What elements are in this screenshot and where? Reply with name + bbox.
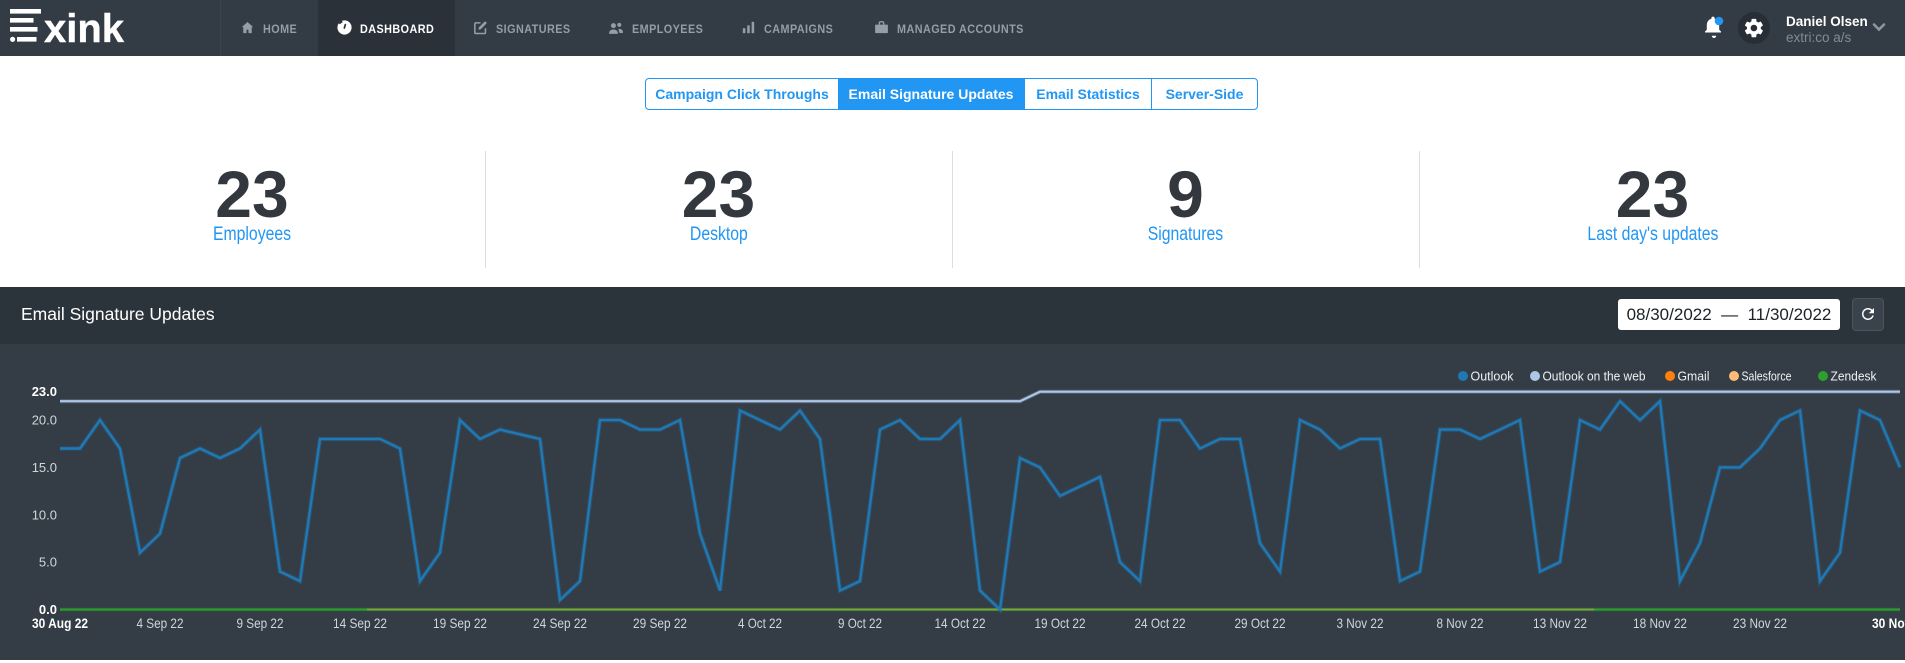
svg-text:30 Aug 22: 30 Aug 22 <box>32 615 88 631</box>
svg-text:24 Oct 22: 24 Oct 22 <box>1135 615 1186 631</box>
svg-text:20.0: 20.0 <box>32 413 57 428</box>
svg-text:Salesforce: Salesforce <box>1742 369 1792 384</box>
svg-text:9 Oct 22: 9 Oct 22 <box>838 615 882 631</box>
svg-text:23 Nov 22: 23 Nov 22 <box>1733 615 1787 631</box>
svg-text:4 Sep 22: 4 Sep 22 <box>137 615 184 631</box>
svg-text:3 Nov 22: 3 Nov 22 <box>1337 615 1384 631</box>
svg-text:14 Oct 22: 14 Oct 22 <box>935 615 986 631</box>
svg-text:Outlook: Outlook <box>1471 369 1514 384</box>
svg-text:13 Nov 22: 13 Nov 22 <box>1533 615 1587 631</box>
svg-text:5.0: 5.0 <box>39 555 57 570</box>
svg-text:23.0: 23.0 <box>32 384 57 399</box>
svg-text:8 Nov 22: 8 Nov 22 <box>1437 615 1484 631</box>
svg-text:0.0: 0.0 <box>39 602 57 617</box>
svg-text:Outlook on the web: Outlook on the web <box>1543 369 1646 384</box>
svg-text:15.0: 15.0 <box>32 460 57 475</box>
svg-text:Gmail: Gmail <box>1678 369 1710 384</box>
svg-text:18 Nov 22: 18 Nov 22 <box>1633 615 1687 631</box>
svg-text:Zendesk: Zendesk <box>1831 369 1877 384</box>
svg-text:9 Sep 22: 9 Sep 22 <box>237 615 284 631</box>
svg-text:10.0: 10.0 <box>32 507 57 522</box>
svg-text:14 Sep 22: 14 Sep 22 <box>333 615 387 631</box>
svg-text:29 Sep 22: 29 Sep 22 <box>633 615 687 631</box>
svg-text:24 Sep 22: 24 Sep 22 <box>533 615 587 631</box>
svg-text:30 Nov 22: 30 Nov 22 <box>1872 615 1905 631</box>
svg-text:4 Oct 22: 4 Oct 22 <box>738 615 782 631</box>
svg-text:19 Oct 22: 19 Oct 22 <box>1035 615 1086 631</box>
svg-text:29 Oct 22: 29 Oct 22 <box>1235 615 1286 631</box>
svg-text:19 Sep 22: 19 Sep 22 <box>433 615 487 631</box>
